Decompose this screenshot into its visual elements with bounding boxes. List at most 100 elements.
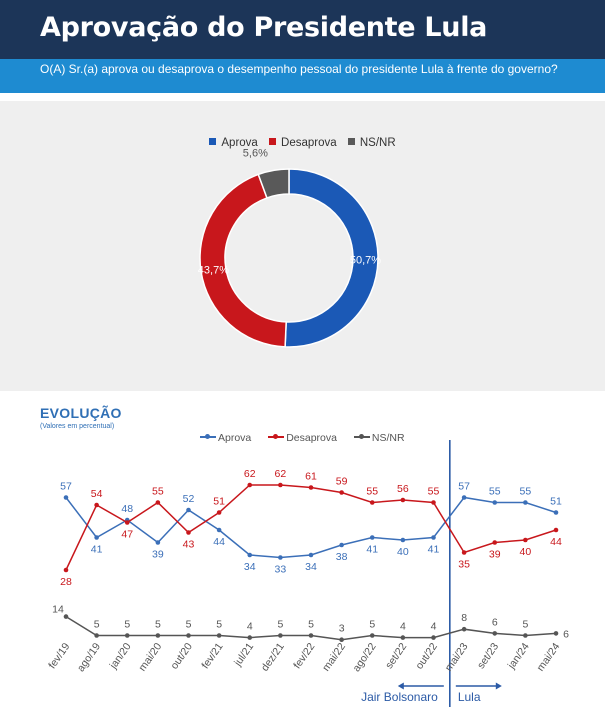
data-label: 57 <box>60 481 72 493</box>
data-label: 51 <box>550 496 562 508</box>
data-label: 14 <box>52 604 64 616</box>
arrow-bolsonaro-head <box>397 682 404 690</box>
data-point <box>492 631 498 636</box>
data-label: 5 <box>308 619 314 631</box>
data-label: 55 <box>520 486 532 498</box>
data-point <box>278 555 283 560</box>
data-point <box>461 626 467 632</box>
evo-legend-label-desaprova: Desaprova <box>286 432 337 444</box>
data-point <box>431 635 436 640</box>
x-tick-label: mai/22 <box>320 641 348 674</box>
donut-value-nsnr: 5,6% <box>243 148 268 160</box>
data-point <box>63 567 69 573</box>
data-label: 6 <box>492 616 498 628</box>
data-point <box>523 500 528 505</box>
data-point <box>94 535 99 540</box>
evo-legend-aprova: Aprova <box>200 432 251 444</box>
data-point <box>155 633 161 638</box>
x-tick-label: jan/24 <box>505 641 532 672</box>
evolution-title: EVOLUÇÃO <box>40 405 122 421</box>
x-tick-label: mai/20 <box>136 641 164 674</box>
legend-swatch-aprova <box>209 138 217 145</box>
x-tick-label: set/22 <box>383 641 409 671</box>
data-point <box>369 535 375 540</box>
data-label: 55 <box>152 486 164 498</box>
data-label: 5 <box>186 619 192 631</box>
x-tick-label: out/22 <box>413 641 440 672</box>
x-tick-label: out/20 <box>168 641 195 672</box>
data-point <box>308 633 314 638</box>
data-point <box>216 510 222 515</box>
data-point <box>369 633 375 638</box>
data-point <box>63 495 69 500</box>
data-point <box>94 502 99 508</box>
data-point <box>308 552 314 558</box>
data-label: 5 <box>369 619 375 631</box>
evo-legend-marker-aprova <box>200 433 216 441</box>
donut-slice-aprova <box>284 168 379 348</box>
data-label: 5 <box>94 619 100 631</box>
data-point <box>400 497 406 503</box>
data-label: 51 <box>213 496 225 508</box>
donut-slice-desaprova <box>199 173 287 348</box>
data-label: 48 <box>121 503 133 515</box>
donut-value-aprova: 50,7% <box>350 255 381 267</box>
data-point <box>523 633 528 638</box>
data-label: 59 <box>336 476 348 488</box>
data-label: 44 <box>550 536 562 548</box>
data-point <box>124 520 130 525</box>
data-label: 4 <box>431 621 437 633</box>
data-point <box>339 542 344 548</box>
evolution-subtitle: (Valores em percentual) <box>40 423 115 430</box>
data-point <box>492 540 498 545</box>
data-label: 33 <box>275 564 287 576</box>
evo-legend-marker-desaprova <box>268 433 285 441</box>
data-label: 40 <box>397 546 409 558</box>
data-label: 55 <box>428 486 440 498</box>
data-point <box>553 631 559 636</box>
data-point <box>553 510 559 515</box>
x-tick-label: mai/23 <box>443 641 471 674</box>
annotation-lula: Lula <box>458 690 481 704</box>
evo-legend-nsnr: NS/NR <box>353 432 405 444</box>
data-label: 47 <box>121 529 133 541</box>
data-label: 6 <box>563 628 569 640</box>
data-point <box>400 537 406 543</box>
data-label: 8 <box>461 612 467 624</box>
x-tick-label: jul/21 <box>231 641 256 669</box>
page-title: Aprovação do Presidente Lula <box>40 12 488 43</box>
data-point <box>369 500 375 505</box>
data-label: 35 <box>458 559 470 571</box>
x-tick-label: fev/21 <box>199 641 225 671</box>
data-point <box>186 530 191 535</box>
data-point <box>523 537 528 543</box>
data-label: 40 <box>520 546 532 558</box>
data-point <box>124 633 130 638</box>
data-point <box>247 635 253 640</box>
data-point <box>155 500 161 505</box>
data-point <box>400 635 406 640</box>
x-tick-label: dez/21 <box>259 641 287 674</box>
data-point <box>216 527 222 533</box>
data-point <box>63 614 69 619</box>
data-label: 5 <box>522 619 528 631</box>
data-label: 34 <box>305 561 317 573</box>
data-label: 44 <box>213 536 225 548</box>
data-label: 52 <box>183 493 195 505</box>
data-point <box>431 535 436 540</box>
x-tick-label: fev/22 <box>291 641 317 671</box>
legend-label-nsnr: NS/NR <box>359 137 396 149</box>
x-tick-label: mai/24 <box>535 641 563 674</box>
data-point <box>94 633 99 638</box>
legend-item-aprova: Aprova <box>209 137 258 149</box>
x-tick-label: jan/20 <box>107 641 134 672</box>
legend-label-desaprova: Desaprova <box>281 137 337 149</box>
header-bar: Aprovação do Presidente Lula <box>0 0 605 59</box>
data-label: 56 <box>397 483 409 495</box>
data-point <box>186 633 191 638</box>
data-point <box>278 633 283 638</box>
data-point <box>553 527 559 533</box>
data-point <box>339 637 344 642</box>
x-tick-label: fev/19 <box>46 641 72 671</box>
